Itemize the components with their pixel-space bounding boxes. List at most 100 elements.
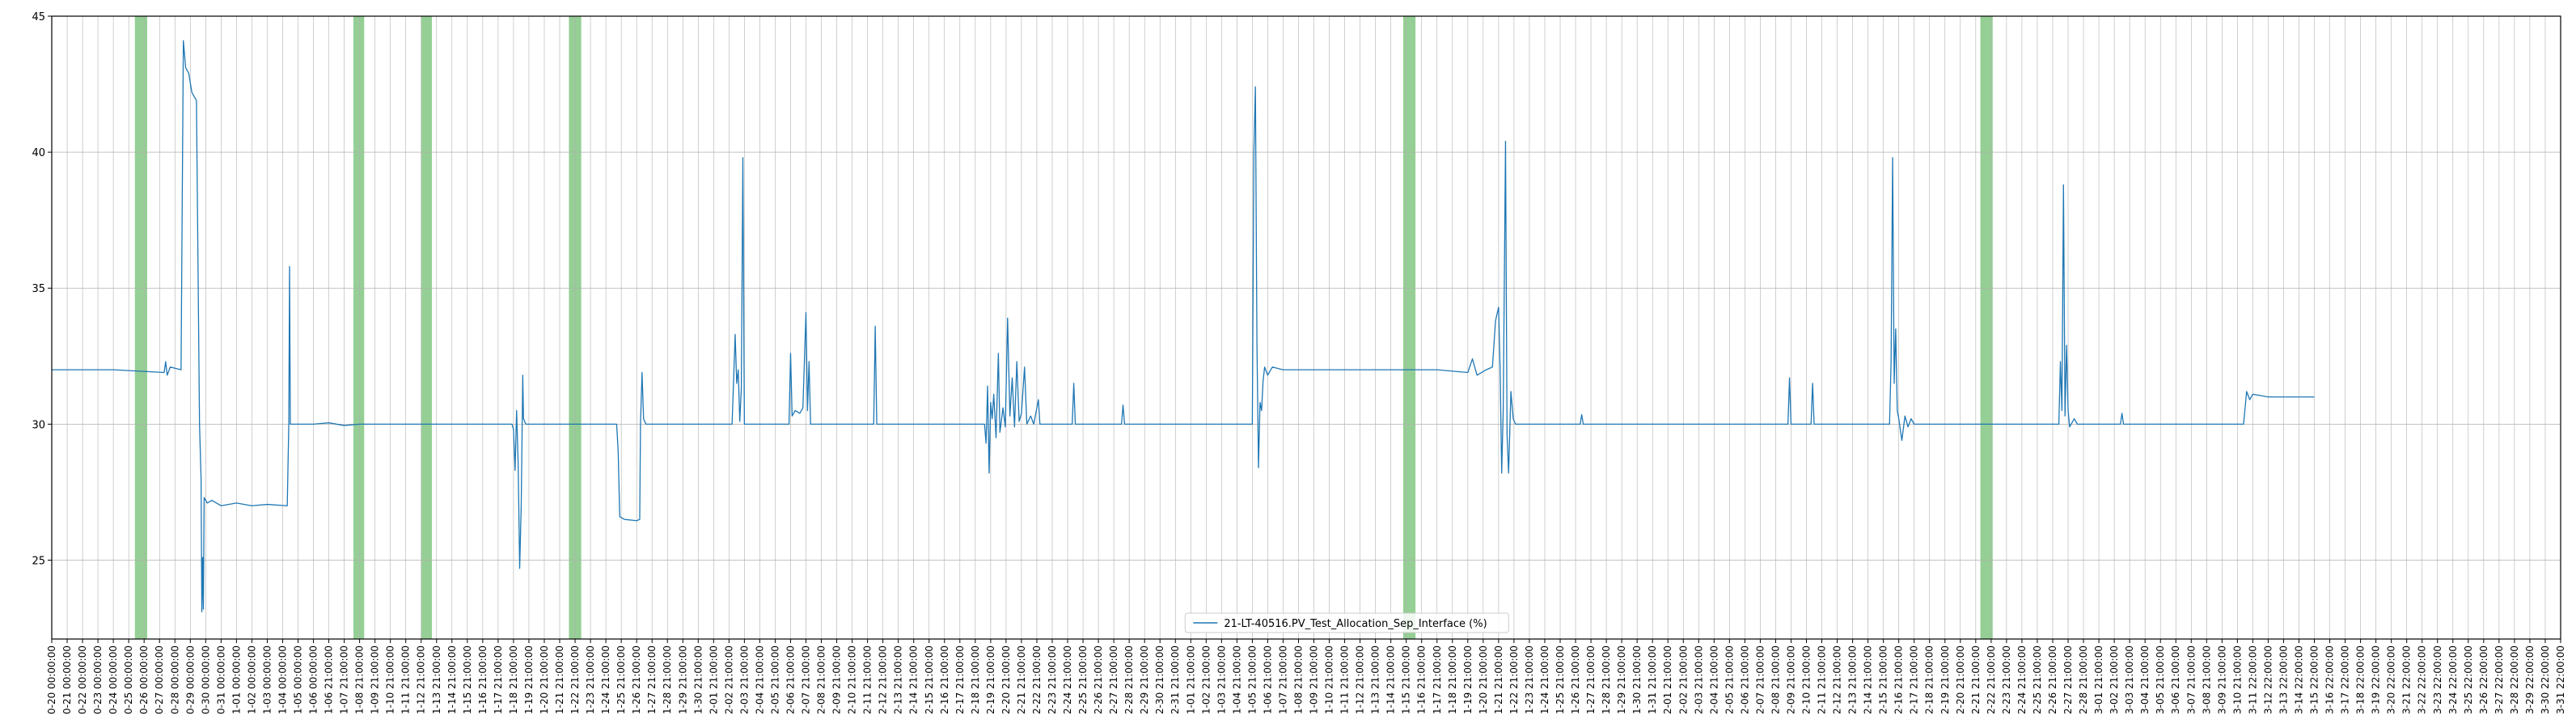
x-tick-label: 2-22 21:00:00 [1986,645,1997,714]
x-tick-label: 2-12 21:00:00 [878,645,889,714]
x-tick-label: 2-07 21:00:00 [801,645,812,714]
x-tick-label: 3-13 22:00:00 [2278,645,2289,714]
x-tick-label: 2-14 21:00:00 [908,645,920,714]
x-tick-label: 2-02 21:00:00 [1677,645,1689,714]
x-tick-label: 1-24 21:00:00 [1539,645,1550,714]
x-tick-label: 1-02 21:00:00 [1200,645,1212,714]
x-tick-label: 1-12 21:00:00 [1355,645,1366,714]
x-tick-label: 2-29 21:00:00 [1139,645,1150,714]
x-tick-label: 1-19 21:00:00 [1462,645,1474,714]
x-tick-label: 2-10 21:00:00 [1801,645,1813,714]
x-tick-label: 2-16 21:00:00 [939,645,950,714]
x-tick-label: 1-30 21:00:00 [1631,645,1643,714]
x-axis: 0-20 00:00:00 0-21 00:00:00 0-22 00:00:00 0… [46,639,2566,714]
x-tick-label: 0-26 00:00:00 [138,645,150,714]
x-tick-label: 1-31 21:00:00 [1647,645,1658,714]
x-tick-label: 2-04 21:00:00 [754,645,765,714]
x-tick-label: 3-06 21:00:00 [2170,645,2181,714]
x-tick-label: 2-26 21:00:00 [2047,645,2058,714]
x-tick-label: 2-02 21:00:00 [723,645,734,714]
x-tick-label: 1-09 21:00:00 [370,645,381,714]
x-tick-label: 3-02 21:00:00 [2109,645,2120,714]
x-tick-label: 3-27 22:00:00 [2494,645,2505,714]
x-tick-label: 2-22 21:00:00 [1031,645,1043,714]
x-tick-label: 2-21 21:00:00 [1970,645,1982,714]
x-tick-label: 2-05 21:00:00 [1724,645,1735,714]
x-tick-label: 1-01 00:00:00 [231,645,242,714]
x-tick-label: 3-20 22:00:00 [2386,645,2397,714]
x-tick-label: 1-02 00:00:00 [246,645,257,714]
x-tick-label: 2-04 21:00:00 [1708,645,1719,714]
x-tick-label: 2-19 21:00:00 [985,645,996,714]
x-tick-label: 3-10 21:00:00 [2231,645,2243,714]
x-tick-label: 1-10 21:00:00 [1324,645,1335,714]
legend-box [1184,612,1509,633]
x-tick-label: 3-19 22:00:00 [2371,645,2382,714]
x-tick-label: 2-08 21:00:00 [816,645,827,714]
x-tick-label: 3-30 22:00:00 [2540,645,2551,714]
x-tick-label: 1-07 21:00:00 [339,645,350,714]
x-tick-label: 2-23 21:00:00 [1047,645,1058,714]
x-tick-label: 2-08 21:00:00 [1770,645,1781,714]
x-tick-label: 0-31 00:00:00 [215,645,226,714]
x-tick-label: 1-04 21:00:00 [1231,645,1242,714]
x-tick-label: 3-26 22:00:00 [2478,645,2489,714]
x-tick-label: 1-11 21:00:00 [1339,645,1351,714]
x-tick-label: 1-23 21:00:00 [585,645,596,714]
x-tick-label: 1-08 21:00:00 [354,645,366,714]
x-tick-label: 1-07 21:00:00 [1277,645,1288,714]
x-tick-label: 3-08 21:00:00 [2201,645,2212,714]
x-tick-label: 1-06 21:00:00 [1262,645,1273,714]
x-tick-label: 3-18 22:00:00 [2355,645,2367,714]
x-tick-label: 1-16 21:00:00 [1416,645,1428,714]
shaded-band [134,16,147,639]
x-tick-label: 0-24 00:00:00 [108,645,119,714]
x-tick-label: 1-18 21:00:00 [508,645,519,714]
x-tick-label: 0-23 00:00:00 [92,645,104,714]
x-tick-label: 1-03 00:00:00 [261,645,273,714]
x-tick-label: 1-11 21:00:00 [400,645,412,714]
x-tick-label: 0-30 00:00:00 [200,645,211,714]
x-tick-label: 1-01 21:00:00 [1185,645,1196,714]
y-tick-label: 40 [32,147,45,159]
x-tick-label: 1-17 21:00:00 [493,645,504,714]
x-tick-label: 2-28 21:00:00 [1123,645,1135,714]
x-tick-label: 1-27 21:00:00 [1585,645,1597,714]
x-tick-label: 1-25 21:00:00 [1554,645,1566,714]
x-tick-label: 3-28 22:00:00 [2509,645,2520,714]
x-tick-label: 1-29 21:00:00 [1616,645,1627,714]
x-tick-label: 1-27 21:00:00 [646,645,658,714]
x-tick-label: 1-03 21:00:00 [1216,645,1227,714]
x-tick-label: 3-25 22:00:00 [2463,645,2474,714]
x-tick-label: 1-06 21:00:00 [324,645,335,714]
shaded-band [1980,16,1993,639]
x-tick-label: 1-21 21:00:00 [1493,645,1504,714]
x-tick-label: 0-27 00:00:00 [154,645,165,714]
x-tick-label: 3-04 21:00:00 [2139,645,2151,714]
x-tick-label: 2-11 21:00:00 [862,645,873,714]
legend-label: 21-LT-40516.PV_Test_Allocation_Sep_Inter… [1224,618,1487,630]
y-tick-label: 25 [32,555,45,567]
x-tick-label: 2-10 21:00:00 [847,645,858,714]
x-tick-label: 3-05 21:00:00 [2155,645,2166,714]
x-tick-label: 3-29 22:00:00 [2524,645,2536,714]
x-tick-label: 0-25 00:00:00 [123,645,134,714]
x-tick-label: 2-18 21:00:00 [1924,645,1935,714]
x-tick-label: 1-16 21:00:00 [477,645,489,714]
x-tick-label: 1-17 21:00:00 [1432,645,1443,714]
x-tick-label: 3-23 22:00:00 [2432,645,2443,714]
x-tick-label: 1-28 21:00:00 [1601,645,1612,714]
y-axis: 25 30 35 40 45 [32,11,52,567]
x-tick-label: 1-21 21:00:00 [554,645,565,714]
x-tick-label: 2-27 21:00:00 [2062,645,2074,714]
x-tick-label: 1-08 21:00:00 [1292,645,1304,714]
x-tick-label: 2-28 21:00:00 [2078,645,2089,714]
x-tick-label: 2-24 21:00:00 [1062,645,1073,714]
grid [51,15,2561,639]
x-tick-label: 1-25 21:00:00 [615,645,627,714]
x-tick-label: 2-23 21:00:00 [2001,645,2012,714]
x-tick-label: 3-03 21:00:00 [2124,645,2135,714]
x-tick-label: 2-27 21:00:00 [1108,645,1119,714]
x-tick-label: 2-19 21:00:00 [1939,645,1951,714]
x-tick-label: 2-21 21:00:00 [1016,645,1027,714]
